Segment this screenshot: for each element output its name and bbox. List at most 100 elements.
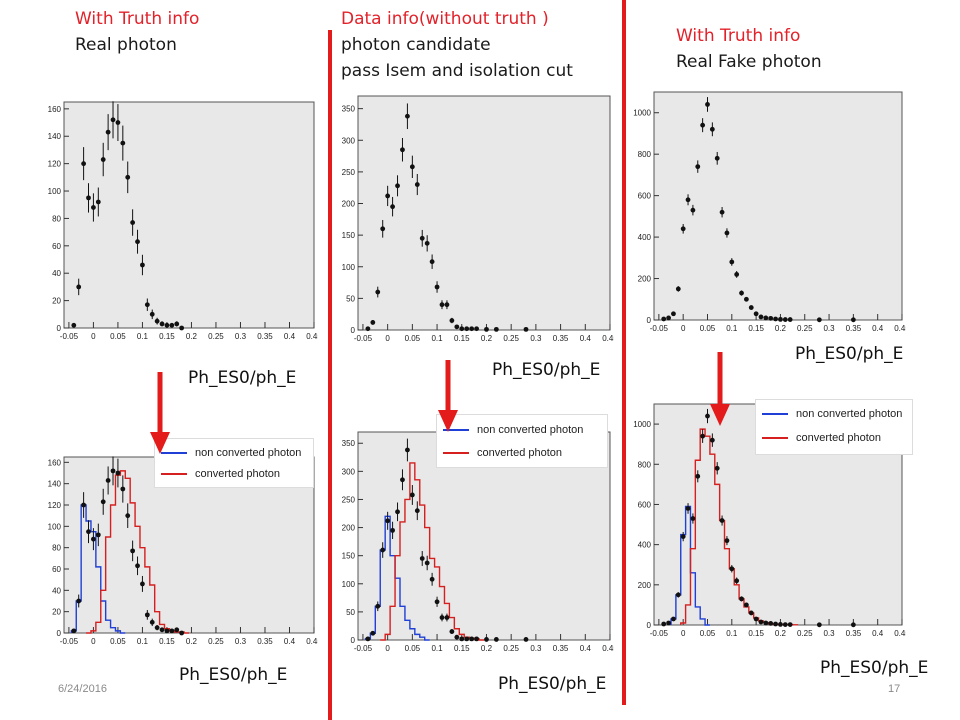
data-point xyxy=(135,563,140,569)
legend-label-converted: converted photon xyxy=(796,432,882,444)
x-tick-label: 0.45 xyxy=(894,324,906,333)
y-tick-label: 20 xyxy=(52,297,61,306)
data-point xyxy=(164,628,170,634)
data-point xyxy=(365,326,371,332)
legend-entry-converted: converted photon xyxy=(161,467,280,481)
data-point xyxy=(174,321,180,327)
hist-non-converted xyxy=(670,505,710,626)
y-tick-label: 40 xyxy=(52,269,61,278)
x-tick-label: 0.2 xyxy=(481,644,493,653)
data-point xyxy=(135,239,140,245)
down-arrow-icon xyxy=(438,360,458,432)
x-tick-label: 0.4 xyxy=(580,644,592,653)
data-point xyxy=(110,468,116,474)
data-point xyxy=(671,616,676,622)
data-point xyxy=(695,164,701,170)
y-tick-label: 40 xyxy=(52,586,61,595)
x-tick-label: -0.05 xyxy=(60,332,79,341)
middle-header-line1: Data info(without truth ) xyxy=(341,9,549,29)
data-point xyxy=(709,126,715,132)
data-point xyxy=(125,174,131,180)
y-tick-label: 200 xyxy=(342,200,356,209)
y-tick-label: 100 xyxy=(342,263,356,272)
x-tick-label: 0.1 xyxy=(137,637,149,646)
y-tick-label: 200 xyxy=(638,275,652,284)
data-point xyxy=(409,492,415,498)
data-point xyxy=(370,630,376,636)
separator-left xyxy=(328,30,332,720)
x-tick-label: -0.05 xyxy=(354,644,373,653)
data-point xyxy=(734,578,740,584)
y-tick-label: 300 xyxy=(342,467,356,476)
data-point xyxy=(100,157,106,162)
data-point xyxy=(444,302,450,308)
x-tick-label: 0.2 xyxy=(775,629,787,638)
data-point xyxy=(375,289,381,295)
x-tick-label: 0.1 xyxy=(726,629,738,638)
x-tick-label: 0.45 xyxy=(894,629,906,638)
data-point xyxy=(144,612,150,618)
x-tick-label: 0.25 xyxy=(797,324,813,333)
x-tick-label: 0.15 xyxy=(748,324,764,333)
xlabel-top-left: Ph_ES0/ph_E xyxy=(188,368,297,388)
separator-right xyxy=(622,0,626,705)
y-tick-label: 120 xyxy=(48,160,62,169)
x-tick-label: 0.4 xyxy=(872,629,884,638)
data-point xyxy=(523,637,529,642)
data-point xyxy=(714,465,720,471)
data-point xyxy=(380,547,386,553)
y-tick-label: 0 xyxy=(57,629,62,638)
x-tick-label: 0.1 xyxy=(137,332,149,341)
y-tick-label: 100 xyxy=(342,580,356,589)
data-point xyxy=(179,630,185,636)
x-tick-label: 0.15 xyxy=(454,334,470,343)
data-point xyxy=(523,326,529,332)
data-point xyxy=(105,478,111,483)
data-point xyxy=(91,536,96,542)
data-point xyxy=(76,598,82,604)
y-tick-label: 20 xyxy=(52,608,61,617)
data-point xyxy=(773,316,778,322)
y-tick-label: 150 xyxy=(342,552,356,561)
data-point xyxy=(154,625,160,631)
data-point xyxy=(739,596,744,602)
data-point xyxy=(675,286,681,292)
data-point xyxy=(140,581,145,587)
down-arrow-icon xyxy=(710,352,730,426)
data-point xyxy=(95,199,101,205)
data-point xyxy=(714,155,720,161)
data-point xyxy=(464,636,470,642)
data-point xyxy=(469,326,475,332)
x-tick-label: 0.15 xyxy=(454,644,470,653)
y-tick-label: 160 xyxy=(48,105,62,114)
data-point xyxy=(385,193,391,199)
data-point xyxy=(763,315,769,321)
legend-label-non-converted: non converted photon xyxy=(477,424,584,436)
xlabel-bottom-right: Ph_ES0/ph_E xyxy=(820,658,929,678)
plot-frame xyxy=(63,101,315,329)
y-tick-label: 250 xyxy=(342,495,356,504)
data-point xyxy=(469,636,475,642)
data-point xyxy=(680,226,686,232)
x-tick-label: 0.05 xyxy=(700,324,716,333)
data-point xyxy=(71,322,77,328)
data-point xyxy=(125,513,131,519)
y-tick-label: 140 xyxy=(48,132,62,141)
data-point xyxy=(380,226,386,232)
data-point xyxy=(705,102,710,107)
y-tick-label: 800 xyxy=(638,150,652,159)
data-point xyxy=(449,629,455,634)
data-point xyxy=(429,576,435,582)
data-point xyxy=(459,636,465,642)
legend-label-converted: converted photon xyxy=(477,447,563,459)
y-tick-label: 160 xyxy=(48,458,62,467)
y-tick-label: 120 xyxy=(48,501,62,510)
middle-header-line3: pass Isem and isolation cut xyxy=(341,61,573,81)
legend-entry-non-converted: non converted photon xyxy=(762,407,902,421)
x-tick-label: 0.05 xyxy=(405,644,421,653)
legend-swatch-red xyxy=(161,473,187,476)
x-tick-label: 0.45 xyxy=(306,332,318,341)
data-point xyxy=(850,622,856,628)
data-point xyxy=(700,122,706,128)
data-point xyxy=(778,621,783,627)
